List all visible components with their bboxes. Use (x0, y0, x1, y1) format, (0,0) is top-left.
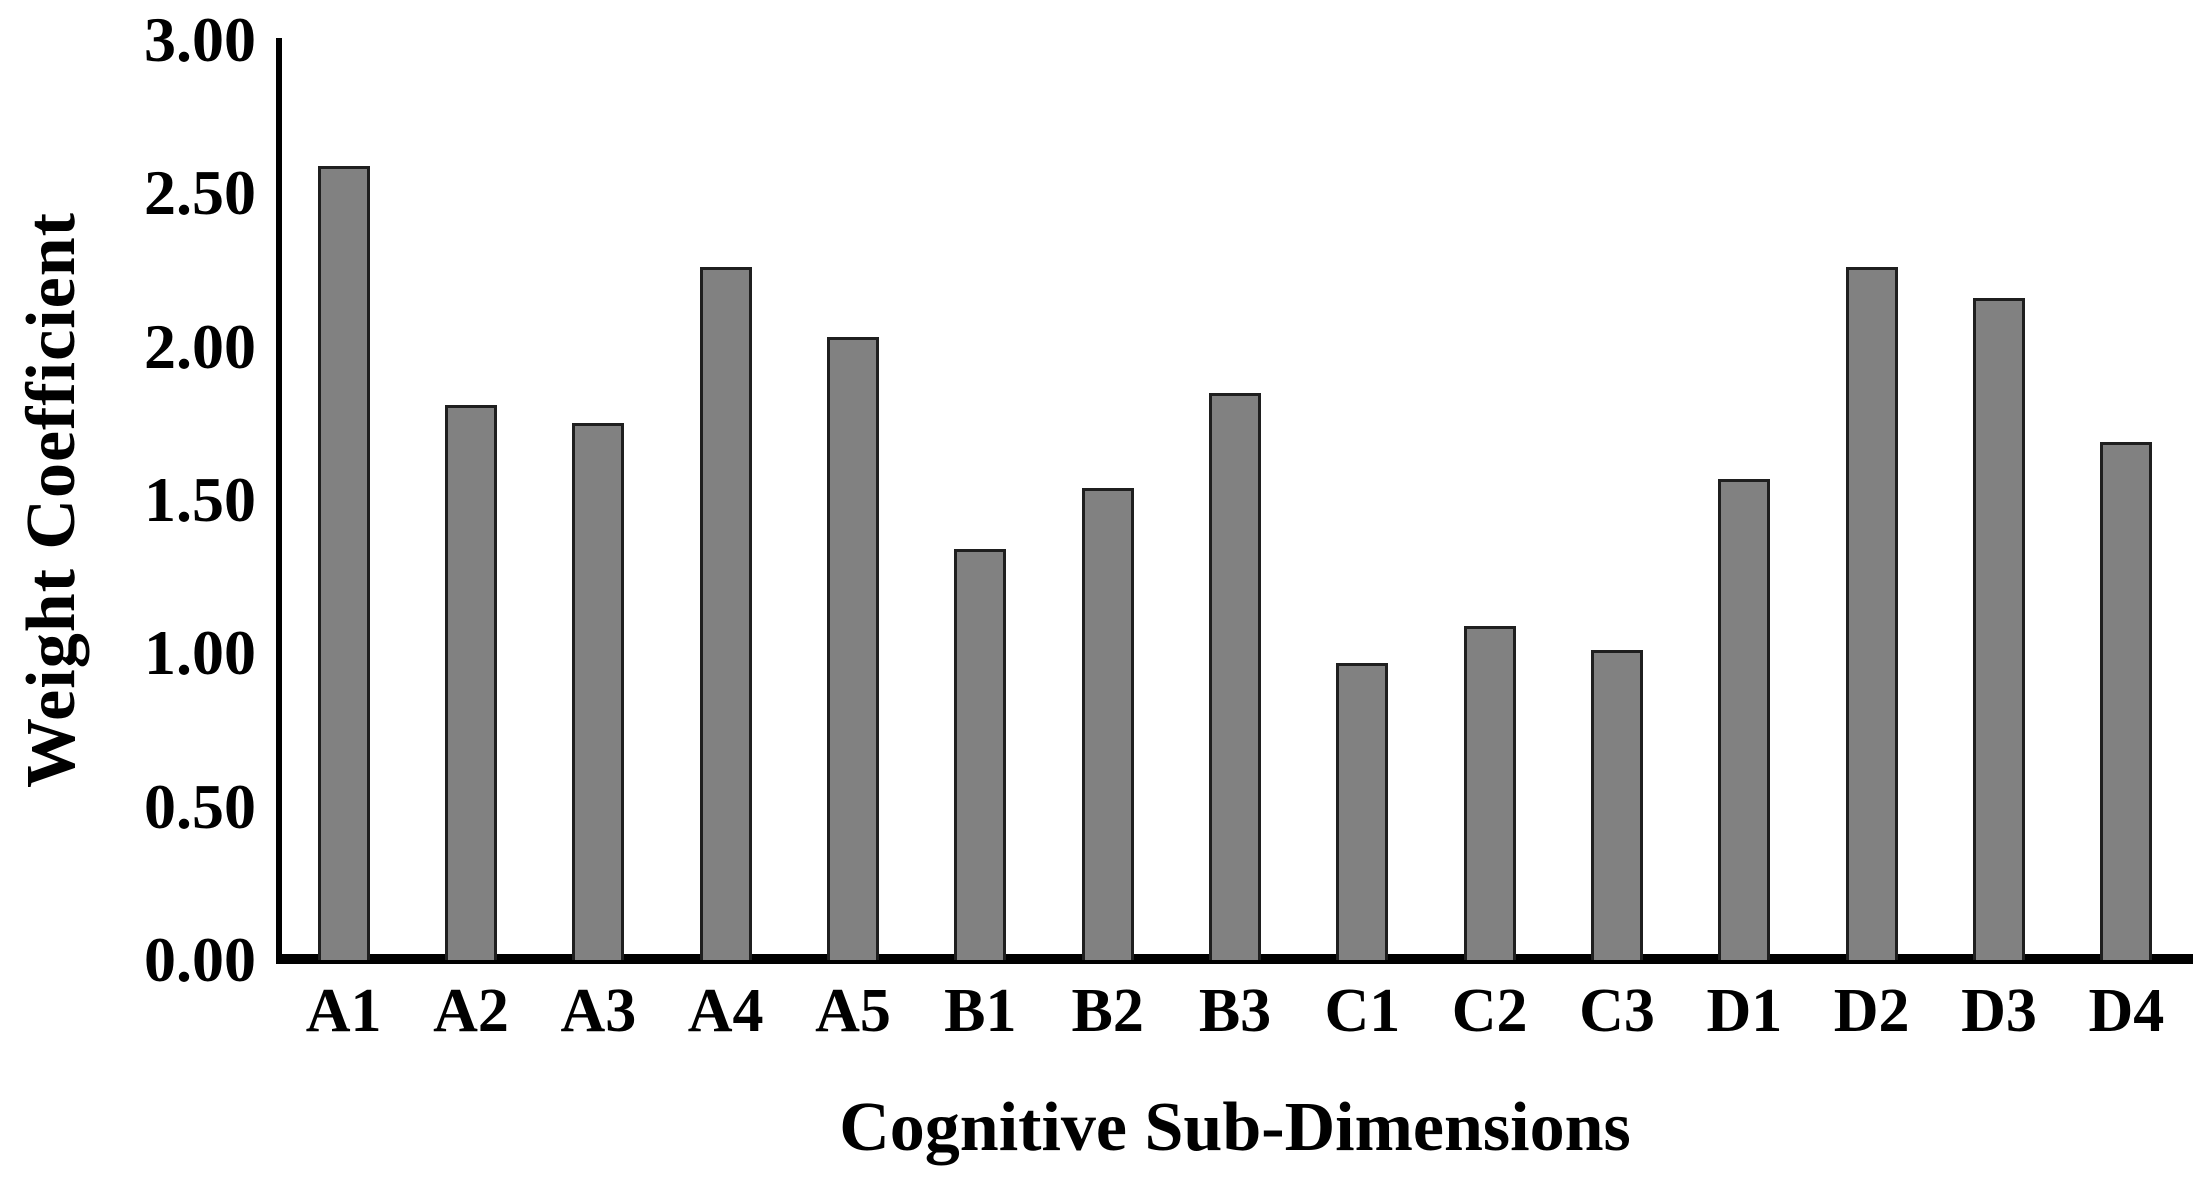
bar-D2 (1845, 266, 1898, 960)
y-tick-label-1.00: 1.00 (144, 617, 256, 689)
bar-A4 (699, 266, 752, 960)
x-tick-label-D3: D3 (1961, 977, 2037, 1045)
bar-C2 (1463, 625, 1516, 960)
x-tick-label-C1: C1 (1324, 977, 1401, 1045)
x-tick-label-B2: B2 (1071, 977, 1144, 1045)
x-tick-label-A4: A4 (687, 977, 764, 1045)
bar-B3 (1209, 392, 1261, 960)
y-tick-label-1.50: 1.50 (144, 464, 256, 535)
bar-B1 (954, 549, 1007, 960)
bar-B2 (1081, 487, 1134, 960)
x-tick-label-A2: A2 (433, 977, 509, 1045)
y-tick-label-3.00: 3.00 (144, 4, 256, 75)
y-tick-label-2.00: 2.00 (144, 310, 256, 382)
bar-A5 (827, 337, 879, 960)
bar-D1 (1718, 478, 1771, 960)
bar-C1 (1336, 662, 1389, 960)
x-tick-label-C2: C2 (1451, 977, 1528, 1045)
y-tick-label-0.50: 0.50 (144, 770, 256, 842)
x-tick-label-A1: A1 (305, 977, 382, 1045)
bar-A3 (572, 423, 625, 960)
bar-D3 (1973, 297, 2025, 960)
x-tick-label-D2: D2 (1833, 977, 1910, 1045)
x-tick-label-A3: A3 (560, 977, 637, 1045)
y-tick-label-2.50: 2.50 (144, 157, 256, 229)
bar-C3 (1591, 650, 1643, 960)
x-axis-title: Cognitive Sub-Dimensions (839, 1089, 1631, 1166)
bar-A2 (445, 404, 497, 960)
x-tick-label-B1: B1 (944, 977, 1017, 1045)
y-axis-line (276, 38, 282, 963)
x-tick-label-D1: D1 (1706, 977, 1783, 1045)
bar-D4 (2100, 441, 2153, 960)
bar-A1 (317, 165, 370, 960)
x-tick-label-B3: B3 (1198, 977, 1272, 1045)
x-tick-label-D4: D4 (2088, 977, 2165, 1045)
y-tick-label-0.00: 0.00 (144, 924, 256, 995)
x-tick-label-A5: A5 (815, 977, 891, 1045)
x-tick-label-C3: C3 (1579, 977, 1655, 1045)
